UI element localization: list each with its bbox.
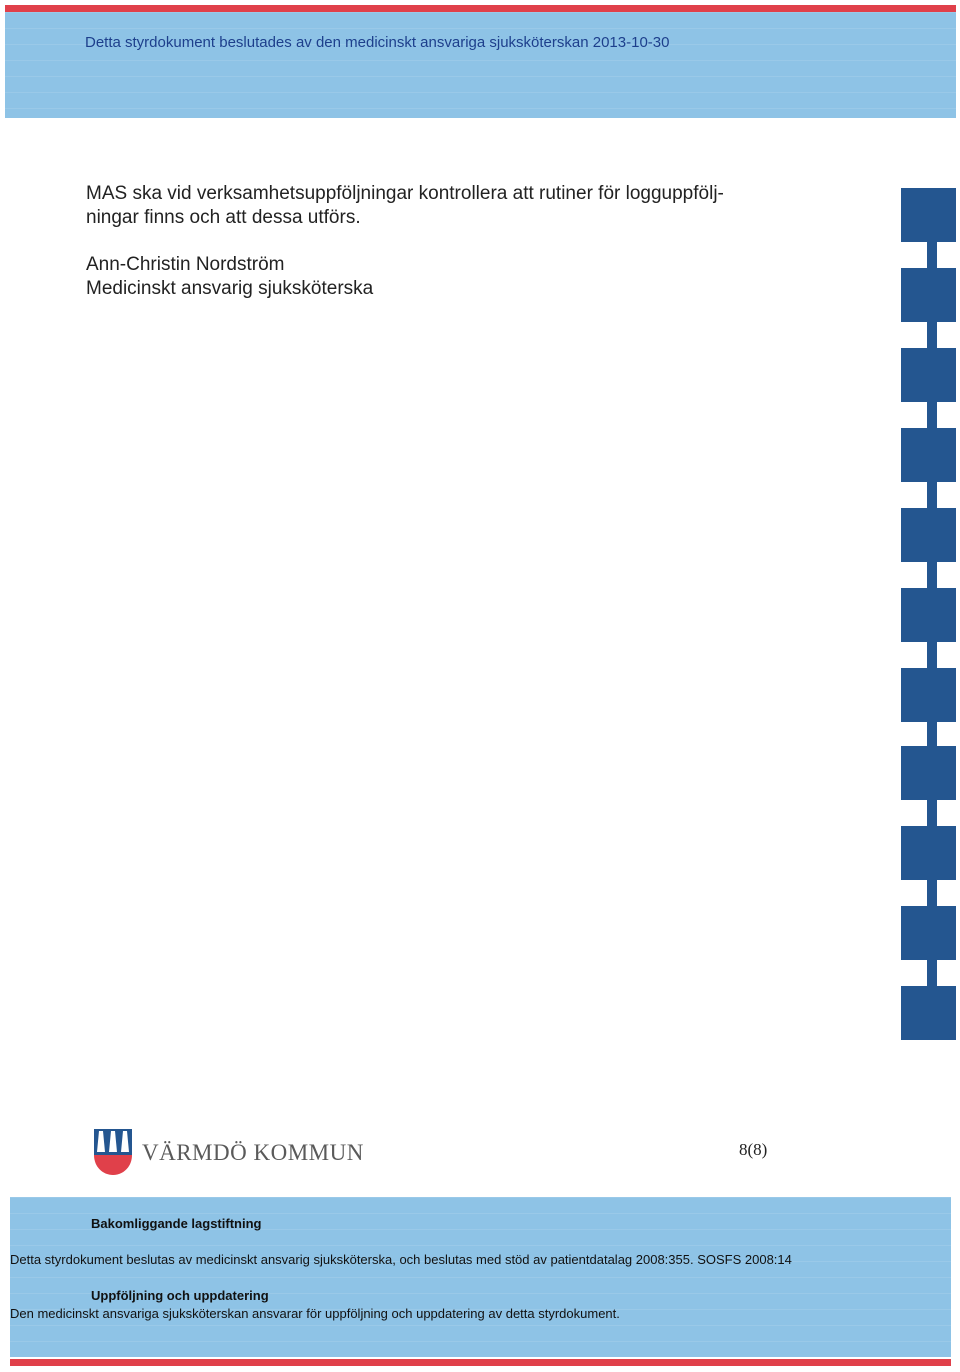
coat-of-arms-icon	[94, 1129, 132, 1175]
side-block	[901, 746, 956, 800]
signature-title: Medicinskt ansvarig sjuksköterska	[86, 278, 374, 299]
side-connector	[927, 482, 937, 508]
body-paragraph: MAS ska vid verksamhetsuppföljningar kon…	[86, 182, 806, 230]
signature-name: Ann-Christin Nordström	[86, 254, 285, 275]
side-connector	[927, 642, 937, 668]
footer-band	[10, 1197, 951, 1357]
footer-heading-followup: Uppföljning och uppdatering	[91, 1288, 269, 1303]
side-connector	[927, 960, 937, 986]
footer-text-followup: Den medicinskt ansvariga sjuksköterskan …	[10, 1306, 620, 1321]
footer-text-legislation: Detta styrdokument beslutas av medicinsk…	[10, 1252, 792, 1267]
page-number: 8(8)	[739, 1140, 768, 1159]
varmdo-logo	[94, 1129, 132, 1175]
side-block	[901, 348, 956, 402]
side-connector	[927, 880, 937, 906]
side-block	[901, 508, 956, 562]
side-connector	[927, 562, 937, 588]
paragraph-line-2: ningar finns och att dessa utförs.	[86, 207, 361, 228]
logo-wordmark: VÄRMDÖ KOMMUN	[142, 1140, 364, 1165]
side-block	[901, 906, 956, 960]
side-connector	[927, 322, 937, 348]
side-block	[901, 826, 956, 880]
side-block	[901, 428, 956, 482]
top-red-stripe	[5, 5, 956, 12]
side-connector	[927, 242, 937, 268]
side-connector	[927, 800, 937, 826]
side-block	[901, 588, 956, 642]
side-block	[901, 188, 956, 242]
footer-heading-legislation: Bakomliggande lagstiftning	[91, 1216, 262, 1231]
side-decoration	[901, 188, 956, 1040]
header-band: Detta styrdokument beslutades av den med…	[5, 12, 956, 118]
side-block	[901, 986, 956, 1040]
side-connector	[927, 402, 937, 428]
signature-block: Ann-Christin Nordström Medicinskt ansvar…	[86, 253, 373, 301]
side-connector	[927, 722, 937, 748]
header-text: Detta styrdokument beslutades av den med…	[85, 34, 670, 51]
bottom-red-stripe	[10, 1359, 951, 1366]
side-block	[901, 268, 956, 322]
paragraph-line-1: MAS ska vid verksamhetsuppföljningar kon…	[86, 183, 724, 204]
side-block	[901, 668, 956, 722]
